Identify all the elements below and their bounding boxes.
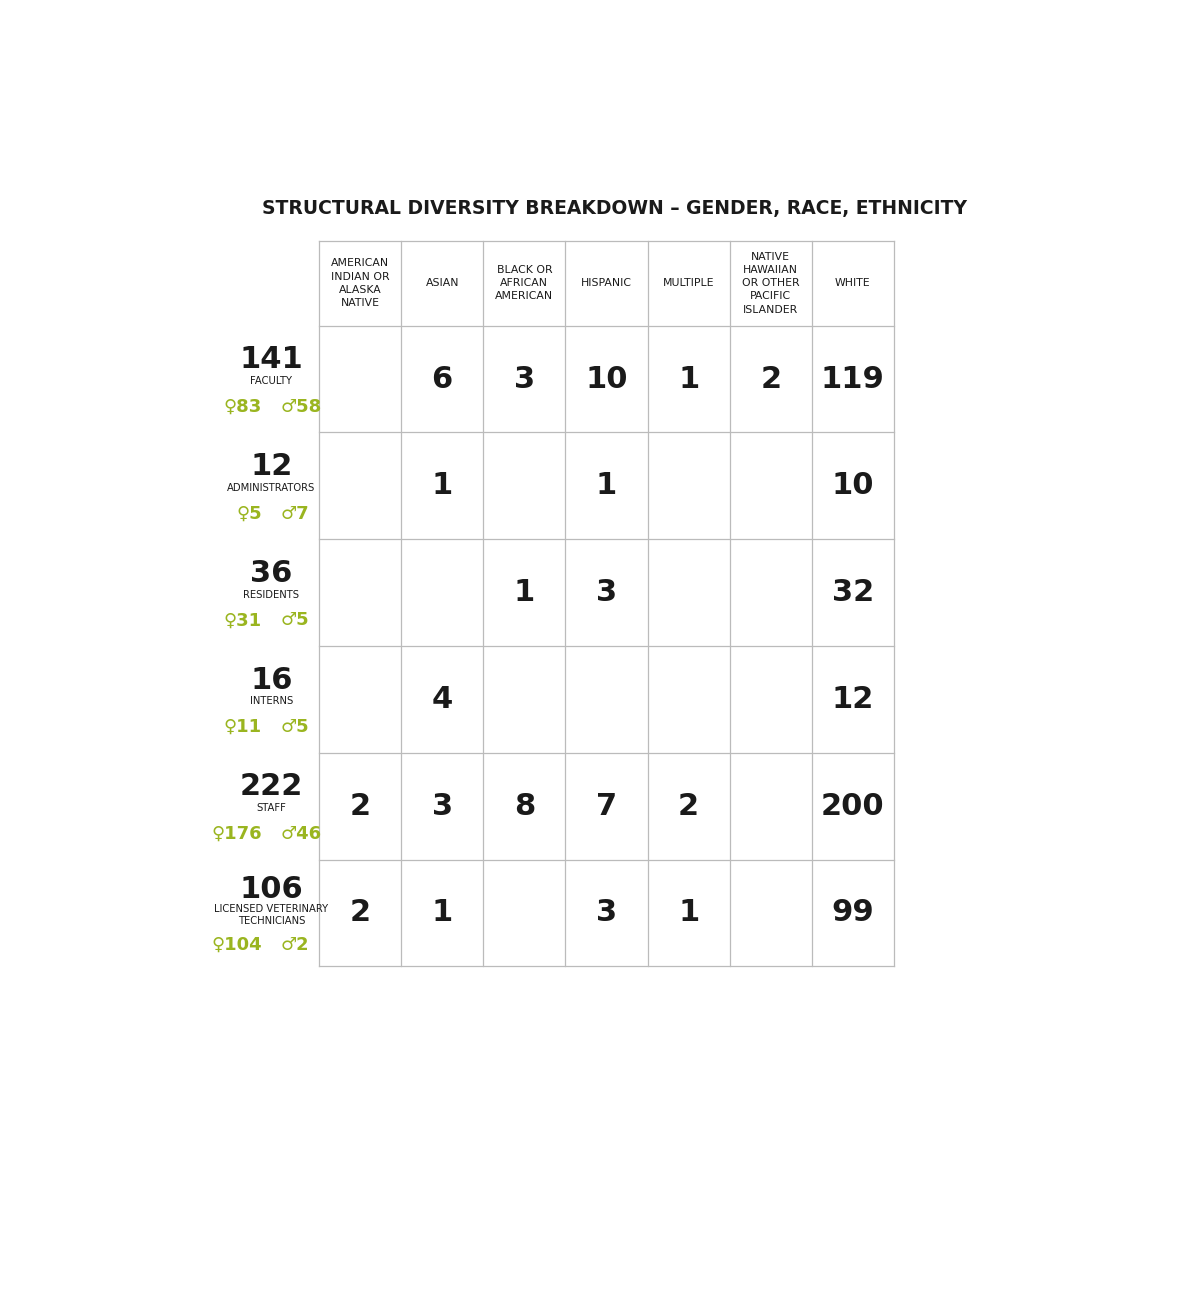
Text: 4: 4 bbox=[432, 685, 452, 713]
Text: 2: 2 bbox=[678, 792, 700, 820]
Text: ♂5: ♂5 bbox=[281, 719, 310, 736]
Text: ♂2: ♂2 bbox=[281, 936, 310, 954]
Text: 1: 1 bbox=[432, 898, 452, 927]
Text: 1: 1 bbox=[514, 578, 535, 607]
Text: 3: 3 bbox=[432, 792, 452, 820]
Text: 119: 119 bbox=[821, 365, 884, 393]
Text: ADMINISTRATORS: ADMINISTRATORS bbox=[227, 483, 316, 493]
Text: MULTIPLE: MULTIPLE bbox=[662, 279, 714, 288]
Text: 200: 200 bbox=[821, 792, 884, 820]
Text: STAFF: STAFF bbox=[257, 803, 287, 814]
Text: 2: 2 bbox=[761, 365, 781, 393]
Text: ♀5: ♀5 bbox=[236, 505, 262, 522]
Text: 1: 1 bbox=[432, 471, 452, 500]
Text: 1: 1 bbox=[596, 471, 617, 500]
Text: 2: 2 bbox=[349, 792, 371, 820]
Text: ASIAN: ASIAN bbox=[426, 279, 458, 288]
Text: ♂7: ♂7 bbox=[281, 505, 310, 522]
Text: 8: 8 bbox=[514, 792, 535, 820]
Text: WHITE: WHITE bbox=[835, 279, 871, 288]
Text: 3: 3 bbox=[514, 365, 535, 393]
Text: ♀31: ♀31 bbox=[224, 612, 262, 629]
Text: 36: 36 bbox=[250, 559, 293, 589]
Text: 12: 12 bbox=[250, 452, 293, 480]
Text: 10: 10 bbox=[586, 365, 628, 393]
Text: STRUCTURAL DIVERSITY BREAKDOWN – GENDER, RACE, ETHNICITY: STRUCTURAL DIVERSITY BREAKDOWN – GENDER,… bbox=[263, 199, 967, 219]
Text: INTERNS: INTERNS bbox=[250, 697, 293, 707]
Text: 10: 10 bbox=[832, 471, 874, 500]
Text: FACULTY: FACULTY bbox=[251, 376, 293, 387]
Text: HISPANIC: HISPANIC bbox=[581, 279, 632, 288]
Text: ♀83: ♀83 bbox=[223, 398, 262, 415]
Text: ♂46: ♂46 bbox=[281, 825, 322, 842]
Text: LICENSED VETERINARY
TECHNICIANS: LICENSED VETERINARY TECHNICIANS bbox=[215, 904, 329, 926]
Text: ♀176: ♀176 bbox=[211, 825, 262, 842]
Text: 3: 3 bbox=[596, 578, 617, 607]
Text: RESIDENTS: RESIDENTS bbox=[244, 590, 299, 600]
Text: ♂5: ♂5 bbox=[281, 612, 310, 629]
Text: ♀104: ♀104 bbox=[211, 936, 262, 954]
Text: 3: 3 bbox=[596, 898, 617, 927]
Text: 1: 1 bbox=[678, 365, 700, 393]
Text: 1: 1 bbox=[678, 898, 700, 927]
Text: 106: 106 bbox=[240, 875, 304, 904]
Text: ♂58: ♂58 bbox=[281, 398, 322, 415]
Text: 6: 6 bbox=[432, 365, 452, 393]
Text: 12: 12 bbox=[832, 685, 874, 713]
Text: 2: 2 bbox=[349, 898, 371, 927]
Text: NATIVE
HAWAIIAN
OR OTHER
PACIFIC
ISLANDER: NATIVE HAWAIIAN OR OTHER PACIFIC ISLANDE… bbox=[742, 251, 799, 315]
Text: 32: 32 bbox=[832, 578, 874, 607]
Text: 7: 7 bbox=[596, 792, 617, 820]
Text: 16: 16 bbox=[250, 665, 293, 695]
Text: 222: 222 bbox=[240, 772, 302, 802]
Text: BLACK OR
AFRICAN
AMERICAN: BLACK OR AFRICAN AMERICAN bbox=[496, 266, 553, 302]
Text: 99: 99 bbox=[832, 898, 875, 927]
Text: 141: 141 bbox=[240, 345, 304, 374]
Text: ♀11: ♀11 bbox=[224, 719, 262, 736]
Text: AMERICAN
INDIAN OR
ALASKA
NATIVE: AMERICAN INDIAN OR ALASKA NATIVE bbox=[331, 259, 389, 309]
